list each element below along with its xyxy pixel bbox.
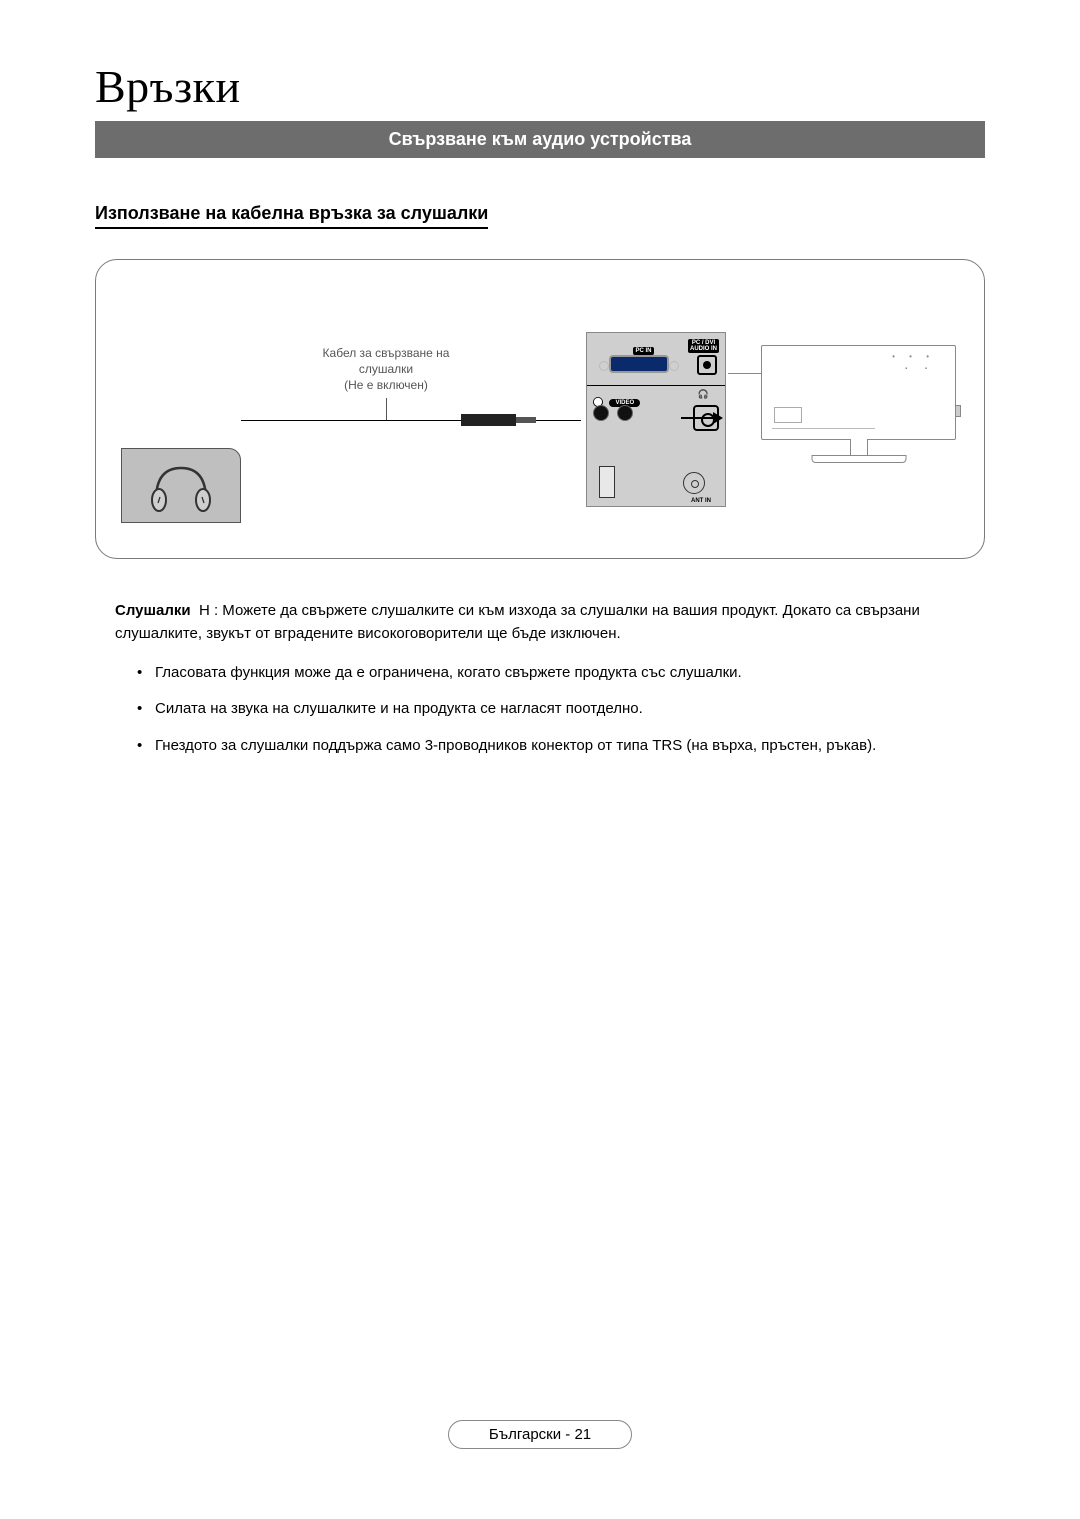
- monitor-speaker-icon: [774, 407, 802, 423]
- page-footer: Български - 21: [0, 1420, 1080, 1449]
- headphone-port-symbol: 🎧: [698, 389, 709, 400]
- rca-port-icon: [593, 405, 609, 421]
- footer-language: Български: [489, 1426, 561, 1443]
- antenna-port-icon: [683, 472, 705, 494]
- cable-label-line: Кабел за свързване на: [281, 345, 491, 361]
- notes-list: Гласовата функция може да е ограничена, …: [137, 662, 985, 758]
- monitor-stand-neck: [850, 439, 868, 455]
- cable-label: Кабел за свързване на слушалки (Не е вкл…: [281, 345, 491, 394]
- headphone-jack: [461, 414, 516, 426]
- list-item: Гласовата функция може да е ограничена, …: [137, 662, 985, 685]
- list-item: Гнездото за слушалки поддържа само 3-про…: [137, 735, 985, 758]
- list-item: Силата на звука на слушалките и на проду…: [137, 698, 985, 721]
- pc-dvi-audio-label: PC / DVI AUDIO IN: [688, 339, 719, 353]
- audio-in-port-icon: [697, 355, 717, 375]
- sub-heading: Използване на кабелна връзка за слушалки: [95, 203, 488, 229]
- cable-pointer: [386, 398, 387, 420]
- paragraph-lead: Слушалки: [115, 602, 191, 619]
- connector-panel: PC IN PC / DVI AUDIO IN ⬤ VIDEO 🎧 ANT IN: [586, 332, 726, 507]
- footer-separator: -: [561, 1426, 574, 1443]
- cable-label-line: слушалки: [281, 361, 491, 377]
- chapter-title: Връзки: [95, 60, 985, 113]
- arrow-to-headphone-port: [681, 417, 721, 419]
- monitor-illustration: • • • ▪ ▪: [761, 345, 956, 440]
- usb-port-icon: [599, 466, 615, 498]
- headphones-paragraph: Слушалки H : Можете да свържете слушалки…: [115, 599, 985, 646]
- monitor-side-button: [955, 405, 961, 417]
- monitor-base-line: [772, 428, 875, 429]
- footer-pill: Български - 21: [448, 1420, 632, 1449]
- monitor-buttons-row: ▪ ▪: [905, 366, 935, 372]
- headphone-inline-icon: H: [195, 602, 210, 619]
- paragraph-text: : Можете да свържете слушалките си към и…: [115, 602, 920, 642]
- monitor-stand-base: [811, 455, 906, 463]
- monitor-top-dots: • • •: [892, 352, 935, 361]
- connection-diagram: Кабел за свързване на слушалки (Не е вкл…: [95, 259, 985, 559]
- cable-label-line: (Не е включен): [281, 377, 491, 393]
- footer-page-number: 21: [574, 1426, 591, 1443]
- headphones-icon: [146, 460, 216, 512]
- rca-port-icon: [617, 405, 633, 421]
- pc-in-label: PC IN: [633, 347, 653, 355]
- ant-in-label: ANT IN: [691, 498, 711, 504]
- headphones-panel: [121, 448, 241, 523]
- section-title-bar: Свързване към аудио устройства: [95, 121, 985, 158]
- vga-port-icon: [609, 355, 669, 373]
